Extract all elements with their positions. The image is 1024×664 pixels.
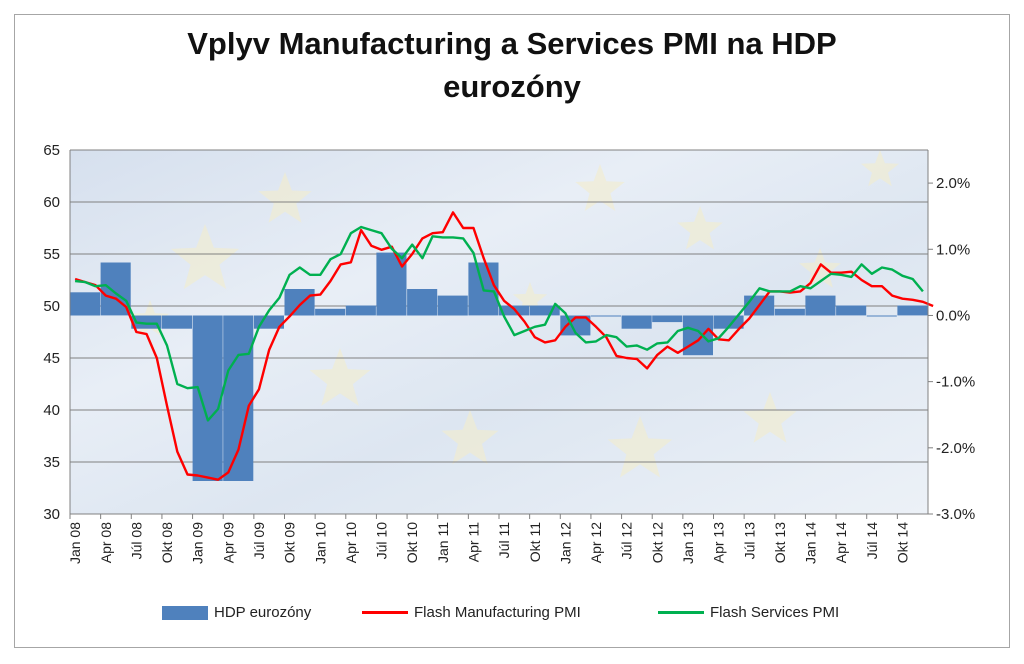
gdp-bar bbox=[866, 315, 897, 317]
pmi-lines bbox=[74, 211, 934, 481]
left-tick-label: 35 bbox=[43, 454, 60, 471]
gdp-bar bbox=[529, 305, 560, 316]
x-tick-label: Apr 14 bbox=[833, 522, 849, 563]
gdp-bar bbox=[621, 315, 652, 329]
gdp-bar bbox=[223, 315, 254, 481]
right-tick-label: -2.0% bbox=[936, 440, 975, 457]
right-axis-ticks: -3.0% -2.0% -1.0% 0.0% 1.0% 2.0% bbox=[928, 175, 975, 523]
x-tick-label: Okt 12 bbox=[649, 522, 665, 563]
left-tick-label: 60 bbox=[43, 194, 60, 211]
x-tick-label: Apr 10 bbox=[343, 522, 359, 563]
gdp-bar bbox=[407, 289, 438, 316]
background-star bbox=[258, 172, 312, 223]
legend-label-services: Flash Services PMI bbox=[710, 604, 840, 621]
gdp-bar bbox=[192, 315, 223, 481]
legend: HDP eurozóny Flash Manufacturing PMI Fla… bbox=[0, 604, 1024, 626]
x-tick-label: Jan 14 bbox=[803, 522, 819, 564]
x-tick-label: Jan 11 bbox=[435, 522, 451, 563]
x-tick-label: Júl 14 bbox=[864, 522, 880, 560]
x-tick-label: Okt 13 bbox=[772, 522, 788, 563]
gdp-bar bbox=[897, 305, 928, 316]
x-tick-label: Apr 08 bbox=[98, 522, 114, 563]
x-tick-label: Jan 09 bbox=[190, 522, 206, 564]
legend-item-services: Flash Services PMI bbox=[658, 604, 839, 621]
x-tick-label: Jan 12 bbox=[557, 522, 573, 564]
gdp-bar bbox=[805, 295, 836, 316]
left-tick-label: 45 bbox=[43, 350, 60, 367]
right-tick-label: 2.0% bbox=[936, 175, 970, 192]
gdp-bar bbox=[652, 315, 683, 323]
gdp-bar bbox=[682, 315, 713, 356]
right-tick-label: 1.0% bbox=[936, 241, 970, 258]
x-tick-label: Júl 12 bbox=[619, 522, 635, 560]
gdp-bar bbox=[315, 308, 346, 316]
background-star bbox=[743, 392, 797, 443]
background-star bbox=[309, 348, 371, 406]
gdp-bar bbox=[774, 308, 805, 316]
chart-title: Vplyv Manufacturing a Services PMI na HD… bbox=[0, 22, 1024, 108]
left-axis-ticks: 30 35 40 45 50 55 60 65 bbox=[43, 142, 60, 523]
left-tick-label: 55 bbox=[43, 246, 60, 263]
x-tick-label: Apr 09 bbox=[220, 522, 236, 563]
legend-label-manufacturing: Flash Manufacturing PMI bbox=[414, 604, 581, 621]
right-tick-label: -1.0% bbox=[936, 374, 975, 391]
gdp-bar bbox=[253, 315, 284, 329]
background-star bbox=[575, 164, 625, 211]
gdp-bar bbox=[590, 315, 621, 317]
background-star bbox=[861, 150, 899, 187]
left-tick-label: 65 bbox=[43, 142, 60, 159]
legend-label-gdp: HDP eurozóny bbox=[214, 604, 312, 621]
legend-swatch-services bbox=[658, 611, 704, 614]
x-tick-label: Júl 10 bbox=[374, 522, 390, 560]
legend-swatch-gdp bbox=[162, 605, 208, 620]
gdp-bar bbox=[437, 295, 468, 316]
x-tick-label: Júl 08 bbox=[128, 522, 144, 560]
x-tick-label: Okt 09 bbox=[282, 522, 298, 563]
x-tick-label: Apr 11 bbox=[466, 522, 482, 562]
x-tick-label: Okt 11 bbox=[527, 522, 543, 562]
gdp-bar bbox=[836, 305, 867, 316]
x-tick-label: Apr 12 bbox=[588, 522, 604, 563]
legend-item-manufacturing: Flash Manufacturing PMI bbox=[362, 604, 581, 621]
gdp-bar bbox=[161, 315, 192, 329]
x-axis-ticks: Jan 08 Apr 08 Júl 08 Okt 08 Jan 09 Apr 09 Júl … bbox=[67, 514, 911, 564]
x-tick-label: Júl 13 bbox=[741, 522, 757, 560]
background-star bbox=[441, 410, 499, 465]
x-tick-label: Jan 08 bbox=[67, 522, 83, 564]
gdp-bar bbox=[376, 252, 407, 316]
gdp-bar bbox=[131, 315, 162, 329]
background-star bbox=[170, 224, 240, 290]
chart-title-line1: Vplyv Manufacturing a Services PMI na HD… bbox=[187, 26, 837, 61]
x-tick-label: Okt 10 bbox=[404, 522, 420, 563]
chart-title-line2: eurozóny bbox=[443, 69, 581, 104]
gdp-bar bbox=[284, 289, 315, 316]
background-star bbox=[677, 206, 723, 250]
services-pmi-line bbox=[74, 225, 924, 422]
gdp-bar bbox=[345, 305, 376, 316]
left-tick-label: 40 bbox=[43, 402, 60, 419]
background-star bbox=[512, 282, 548, 315]
left-tick-label: 50 bbox=[43, 298, 60, 315]
right-tick-label: -3.0% bbox=[936, 506, 975, 523]
x-tick-label: Júl 09 bbox=[251, 522, 267, 560]
right-tick-label: 0.0% bbox=[936, 307, 970, 324]
x-tick-label: Júl 11 bbox=[496, 522, 512, 559]
x-tick-label: Jan 10 bbox=[312, 522, 328, 564]
legend-swatch-manufacturing bbox=[362, 611, 408, 614]
legend-item-gdp: HDP eurozóny bbox=[162, 604, 311, 621]
gdp-bar bbox=[70, 292, 101, 316]
x-tick-label: Okt 08 bbox=[159, 522, 175, 563]
x-tick-label: Okt 14 bbox=[895, 522, 911, 563]
background-star bbox=[607, 416, 673, 478]
left-tick-label: 30 bbox=[43, 506, 60, 523]
x-tick-label: Jan 13 bbox=[680, 522, 696, 564]
x-tick-label: Apr 13 bbox=[711, 522, 727, 563]
